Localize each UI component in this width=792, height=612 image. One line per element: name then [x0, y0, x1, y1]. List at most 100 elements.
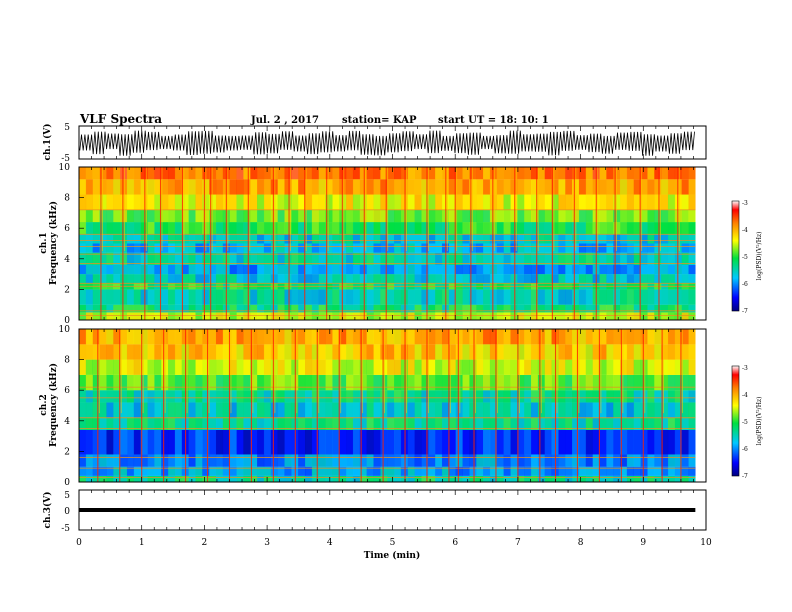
spectrogram-cell	[462, 304, 470, 313]
spectrogram-cell	[537, 312, 545, 320]
spectrogram-cell	[551, 194, 559, 210]
spectrogram-cell	[592, 466, 600, 476]
spectrogram-cell	[373, 264, 381, 275]
spectrogram-cell	[483, 252, 491, 265]
spectrogram-cell	[188, 274, 196, 284]
spectrogram-cell	[428, 329, 436, 345]
spectrogram-cell	[243, 312, 251, 320]
spectrogram-cell	[572, 289, 580, 305]
ch3-waveform-xticks	[78, 490, 707, 530]
spectrogram-cell	[120, 252, 128, 265]
spectrogram-cell	[106, 194, 114, 210]
spectrogram-cell	[606, 429, 614, 455]
spectrogram-cell	[654, 390, 662, 403]
spectrogram-cell	[215, 264, 224, 275]
spectrogram-cell	[544, 359, 552, 375]
spectrogram-cell	[154, 274, 162, 284]
spectrogram-cell	[407, 304, 415, 313]
spectrogram-cell	[181, 234, 189, 244]
spectrogram-cell	[620, 429, 628, 455]
spectrogram-cell	[688, 454, 696, 467]
spectrogram-cell	[688, 329, 696, 345]
spectrogram-cell	[243, 417, 251, 430]
spectrogram-cell	[195, 329, 203, 345]
ch2-colorbar-scale	[731, 365, 740, 477]
spectrogram-cell	[366, 429, 374, 455]
spectrogram-cell	[394, 344, 402, 360]
spectrogram-cell	[106, 264, 114, 275]
spectrogram-cell	[161, 429, 169, 455]
spectrogram-cell	[304, 304, 313, 313]
time-tick-label: 1	[139, 538, 145, 548]
spectrogram-cell	[79, 274, 87, 284]
spectrogram-cell	[524, 289, 532, 305]
spectrogram-cell	[469, 417, 477, 430]
spectrogram-cell	[270, 243, 278, 253]
spectrogram-cell	[517, 374, 525, 391]
spectrogram-cell	[661, 429, 669, 455]
spectrogram-cell	[168, 402, 176, 418]
spectrogram-cell	[79, 402, 87, 418]
spectrogram-cell	[407, 312, 415, 320]
spectrogram-cell	[380, 167, 388, 180]
spectrogram-cell	[654, 374, 662, 391]
spectrogram-cell	[304, 329, 313, 345]
spectrogram-cell	[530, 179, 539, 195]
spectrogram-cell	[558, 417, 566, 430]
spectrogram-cell	[599, 252, 607, 265]
spectrogram-cell	[524, 304, 532, 313]
spectrogram-cell	[161, 243, 169, 253]
spectrogram-cell	[291, 274, 299, 284]
spectrogram-cell	[332, 344, 340, 360]
spectrogram-cell	[318, 454, 326, 467]
spectrogram-cell	[394, 222, 402, 235]
spectrogram-cell	[168, 454, 176, 467]
spectrogram-cell	[551, 234, 559, 244]
spectrogram-cell	[414, 264, 422, 275]
spectrogram-cell	[667, 222, 676, 235]
spectrogram-cell	[647, 289, 655, 305]
spectrogram-cell	[154, 179, 162, 195]
spectrogram-cell	[530, 289, 539, 305]
spectrogram-cell	[147, 194, 155, 210]
spectrogram-cell	[99, 194, 107, 210]
ch3-waveform-ytick-top: 5	[64, 491, 70, 501]
spectrogram-cell	[469, 289, 477, 305]
spectrogram-cell	[126, 390, 135, 403]
spectrogram-cell	[318, 429, 326, 455]
spectrogram-cell	[174, 329, 183, 345]
ch3-waveform-ytick-bottom: -5	[61, 524, 70, 534]
spectrogram-cell	[633, 429, 641, 455]
spectrogram-cell	[298, 167, 306, 180]
spectrogram-cell	[441, 390, 450, 403]
spectrogram-cell	[407, 167, 415, 180]
spectrogram-cell	[284, 304, 292, 313]
spectrogram-cell	[304, 475, 313, 482]
spectrogram-cell	[209, 390, 217, 403]
spectrogram-cell	[92, 243, 100, 253]
spectrogram-cell	[661, 312, 669, 320]
spectrogram-cell	[277, 274, 285, 284]
spectrogram-cell	[647, 167, 655, 180]
spectrogram-cell	[161, 274, 169, 284]
spectrogram-cell	[681, 234, 689, 244]
spectrogram-cell	[257, 209, 265, 223]
spectrogram-cell	[448, 243, 456, 253]
spectrogram-cell	[174, 179, 183, 195]
spectrogram-cell	[236, 167, 244, 180]
figure-title: VLF Spectra	[79, 112, 162, 126]
spectrogram-cell	[209, 475, 217, 482]
spectrogram-cell	[263, 359, 272, 375]
spectrogram-cell	[599, 402, 607, 418]
spectrogram-cell	[400, 304, 409, 313]
spectrogram-cell	[209, 304, 217, 313]
spectrogram-cell	[168, 374, 176, 391]
spectrogram-cell	[263, 264, 272, 275]
spectrogram-cell	[298, 209, 306, 223]
spectrogram-cell	[284, 344, 292, 360]
spectrogram-cell	[517, 402, 525, 418]
spectrogram-cell	[599, 390, 607, 403]
spectrogram-cell	[469, 359, 477, 375]
spectrogram-cell	[394, 167, 402, 180]
spectrogram-cell	[524, 264, 532, 275]
